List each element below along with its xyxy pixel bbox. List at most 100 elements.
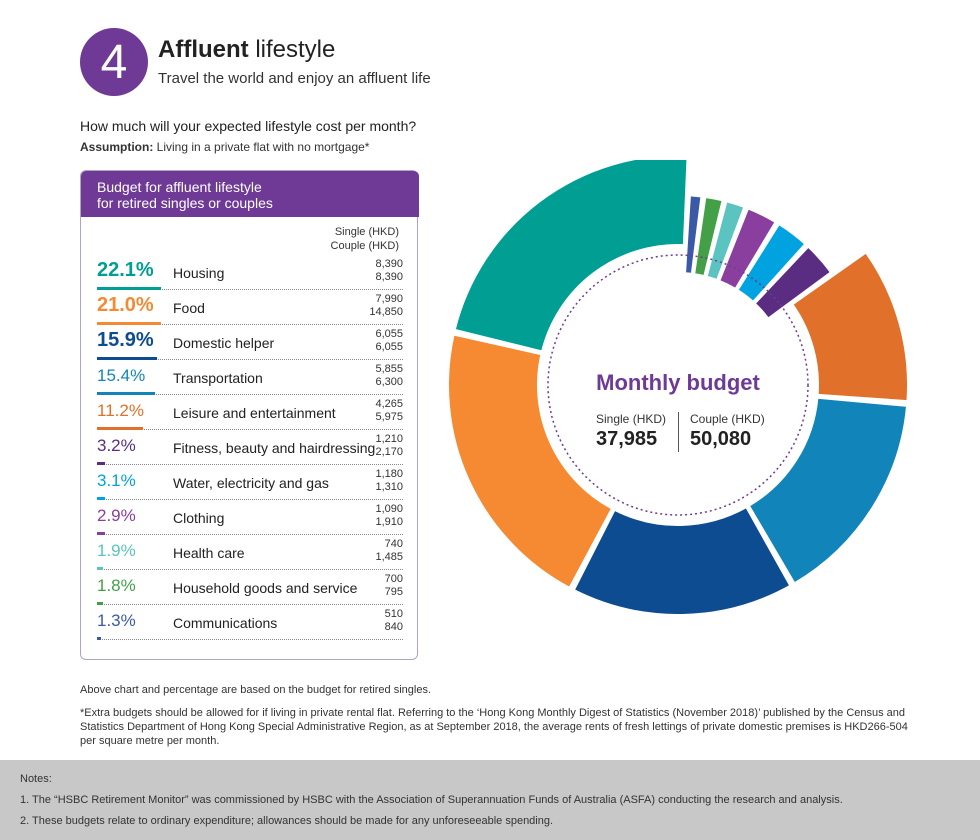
monthly-budget-donut-chart <box>447 160 909 616</box>
budget-row: 1.3% Communications 510 840 <box>97 605 403 640</box>
row-values: 6,055 6,055 <box>375 328 403 354</box>
donut-slice-communications <box>683 194 703 275</box>
total-single-value: 37,985 <box>596 428 658 450</box>
donut-slice-water-electricity-and-gas <box>736 222 807 304</box>
total-couple-label: Couple (HKD) <box>690 412 765 426</box>
donut-center-title: Monthly budget <box>596 370 760 395</box>
row-single-value: 5,855 <box>375 363 403 375</box>
row-values: 700 795 <box>385 573 403 599</box>
row-single-value: 1,090 <box>375 503 403 515</box>
row-percentage: 1.8% <box>97 576 136 595</box>
notes-footer: Notes: 1. The “HSBC Retirement Monitor” … <box>0 760 980 840</box>
row-couple-value: 8,390 <box>375 271 403 283</box>
row-color-bar <box>97 497 105 500</box>
row-single-value: 6,055 <box>375 328 403 340</box>
row-single-value: 740 <box>384 538 403 550</box>
row-percentage: 3.1% <box>97 471 136 490</box>
row-category-label: Transportation <box>173 370 263 386</box>
row-color-bar <box>97 532 105 535</box>
row-percentage: 1.9% <box>97 541 136 560</box>
row-single-value: 1,180 <box>375 468 403 480</box>
row-color-bar <box>97 392 155 395</box>
budget-row: 15.4% Transportation 5,855 6,300 <box>97 360 403 395</box>
donut-slice-domestic-helper <box>572 505 792 616</box>
row-color-bar <box>97 637 101 640</box>
donut-inner-dotted-ring <box>547 254 809 516</box>
budget-row: 3.1% Water, electricity and gas 1,180 1,310 <box>97 465 403 500</box>
row-category-label: Housing <box>173 265 225 281</box>
row-couple-value: 5,975 <box>375 411 403 423</box>
row-percentage: 15.4% <box>97 366 146 385</box>
row-values: 1,210 2,170 <box>375 433 403 459</box>
row-couple-value: 795 <box>384 586 403 598</box>
row-couple-value: 2,170 <box>375 446 403 458</box>
donut-slice-housing <box>453 160 689 353</box>
budget-row: 2.9% Clothing 1,090 1,910 <box>97 500 403 535</box>
total-single-label: Single (HKD) <box>596 412 667 426</box>
row-values: 7,990 14,850 <box>369 293 403 319</box>
row-percentage: 22.1% <box>97 259 154 281</box>
section-number-badge: 4 <box>80 28 148 96</box>
row-couple-value: 1,485 <box>375 551 403 563</box>
row-couple-value: 1,310 <box>375 481 403 493</box>
row-color-bar <box>97 462 105 465</box>
row-values: 740 1,485 <box>375 538 403 564</box>
donut-slice-clothing <box>717 207 777 291</box>
budget-table-header: Budget for affluent lifestyle for retire… <box>81 171 419 217</box>
row-single-value: 510 <box>384 608 403 620</box>
budget-row: 21.0% Food 7,990 14,850 <box>97 290 403 325</box>
rental-footnote: *Extra budgets should be allowed for if … <box>80 707 908 747</box>
row-percentage: 21.0% <box>97 294 154 316</box>
budget-row: 15.9% Domestic helper 6,055 6,055 <box>97 325 403 360</box>
row-single-value: 7,990 <box>375 293 403 305</box>
notes-heading: Notes: <box>20 773 52 785</box>
donut-slice-food <box>447 333 614 590</box>
row-category-label: Fitness, beauty and hairdressing <box>173 440 376 456</box>
row-values: 510 840 <box>385 608 403 634</box>
row-values: 1,090 1,910 <box>375 503 403 529</box>
row-couple-value: 6,055 <box>375 341 403 353</box>
row-values: 1,180 1,310 <box>375 468 403 494</box>
total-couple-value: 50,080 <box>690 428 752 450</box>
row-couple-value: 14,850 <box>369 306 403 318</box>
row-category-label: Food <box>173 300 205 316</box>
row-single-value: 700 <box>384 573 403 585</box>
center-divider <box>678 412 679 452</box>
row-category-label: Communications <box>173 615 278 631</box>
donut-slice-transportation <box>747 396 909 585</box>
chart-footnote: Above chart and percentage are based on … <box>80 684 432 696</box>
row-color-bar <box>97 567 103 570</box>
row-color-bar <box>97 427 143 430</box>
row-couple-value: 6,300 <box>375 376 403 388</box>
row-single-value: 8,390 <box>375 258 403 270</box>
donut-slice-fitness-beauty-and-hairdressing <box>753 245 833 320</box>
row-category-label: Water, electricity and gas <box>173 475 329 491</box>
row-color-bar <box>97 357 157 360</box>
donut-slice-leisure-and-entertainment <box>791 251 909 403</box>
row-couple-value: 1,910 <box>375 516 403 528</box>
page-subtitle: Travel the world and enjoy an affluent l… <box>158 70 431 87</box>
budget-row: 1.8% Household goods and service 700 795 <box>97 570 403 605</box>
budget-row: 22.1% Housing 8,390 8,390 <box>97 255 403 290</box>
note-item: 1. The “HSBC Retirement Monitor” was com… <box>20 794 843 806</box>
budget-row: 3.2% Fitness, beauty and hairdressing 1,21… <box>97 430 403 465</box>
note-item: 2. These budgets relate to ordinary expe… <box>20 815 554 827</box>
row-color-bar <box>97 602 103 605</box>
row-color-bar <box>97 287 161 290</box>
budget-row: 1.9% Health care 740 1,485 <box>97 535 403 570</box>
budget-table-panel: Budget for affluent lifestyle for retire… <box>80 170 419 660</box>
row-color-bar <box>97 322 161 325</box>
row-percentage: 1.3% <box>97 611 136 630</box>
question-text: How much will your expected lifestyle co… <box>80 118 417 134</box>
row-values: 8,390 8,390 <box>375 258 403 284</box>
assumption-text: Assumption: Living in a private flat wit… <box>80 140 370 154</box>
row-percentage: 15.9% <box>97 329 154 351</box>
row-percentage: 11.2% <box>97 401 144 420</box>
row-category-label: Clothing <box>173 510 225 526</box>
row-single-value: 4,265 <box>375 398 403 410</box>
column-headers: Single (HKD) Couple (HKD) <box>330 226 399 252</box>
budget-row: 11.2% Leisure and entertainment 4,265 5,975 <box>97 395 403 430</box>
row-values: 4,265 5,975 <box>375 398 403 424</box>
row-percentage: 3.2% <box>97 436 136 455</box>
row-category-label: Health care <box>173 545 245 561</box>
